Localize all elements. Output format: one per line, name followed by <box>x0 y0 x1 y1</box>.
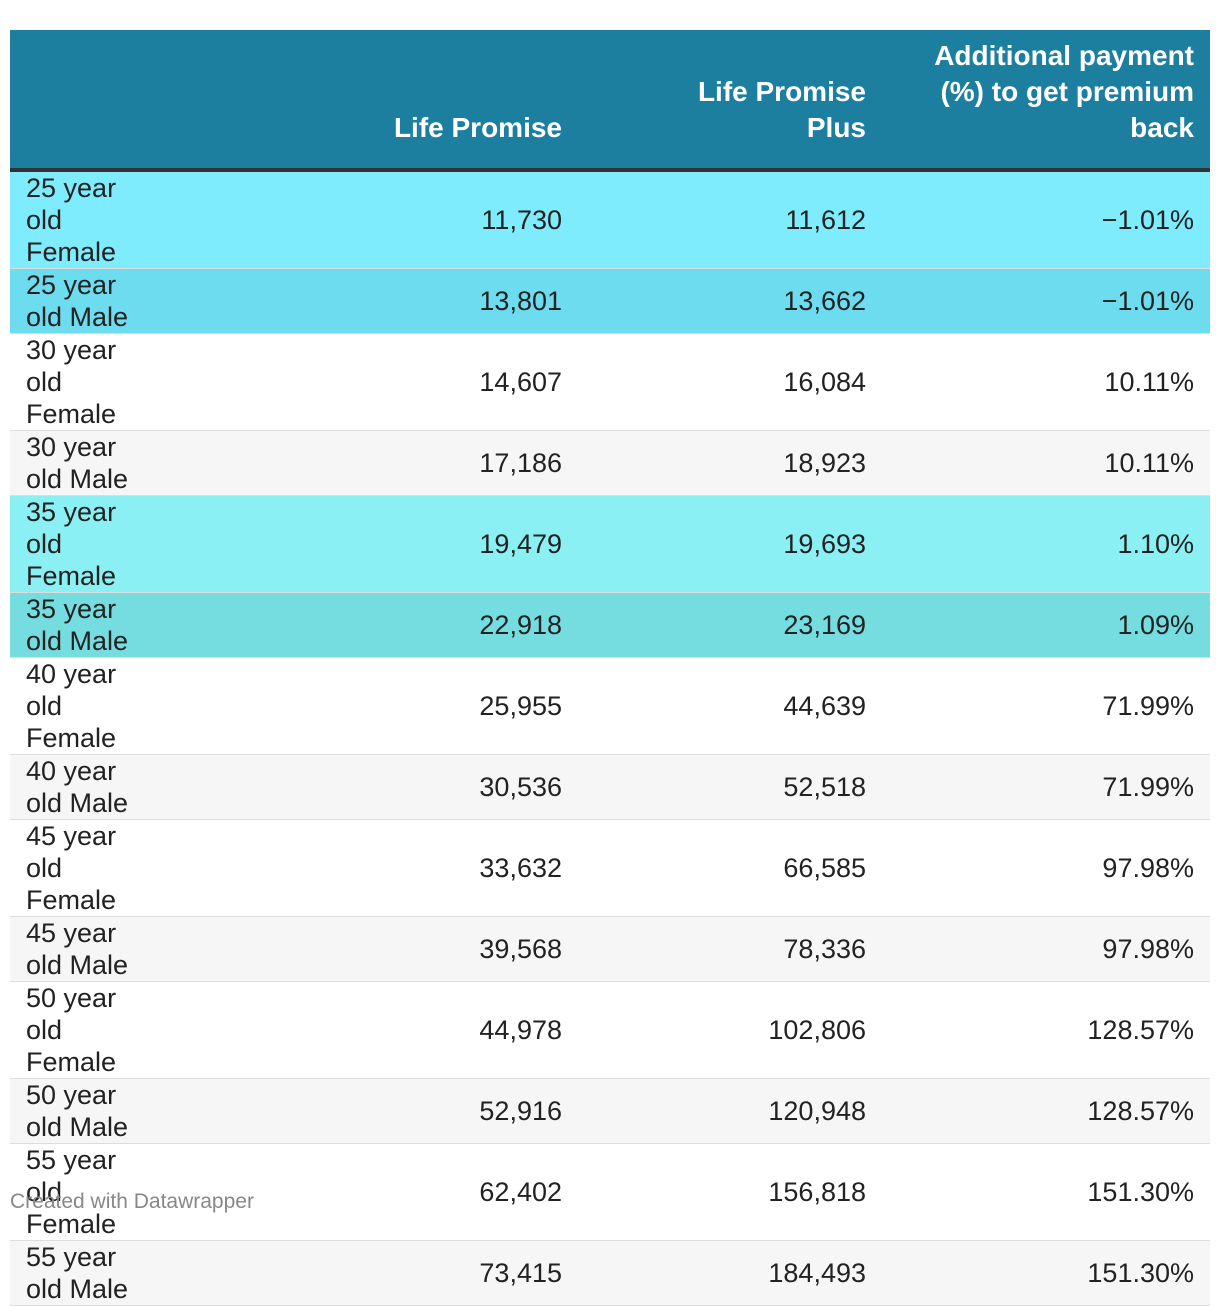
additional-payment-cell: −1.01% <box>882 170 1210 269</box>
additional-payment-cell: 151.30% <box>882 1240 1210 1306</box>
row-label-cell: 35 year old Male <box>10 592 276 658</box>
life-promise-plus-cell: 78,336 <box>578 916 882 982</box>
additional-payment-cell: 151.30% <box>882 1143 1210 1241</box>
life-promise-cell: 13,801 <box>276 268 578 334</box>
table-row: 55 year old Male 73,415 184,493 151.30% <box>10 1240 1210 1306</box>
additional-payment-cell: 1.09% <box>882 592 1210 658</box>
additional-payment-cell: 97.98% <box>882 916 1210 982</box>
table-row: 25 year old Male 13,801 13,662 −1.01% <box>10 268 1210 334</box>
row-label-cell: 50 year old Female <box>10 981 276 1079</box>
row-label-cell: 55 year old Male <box>10 1240 276 1306</box>
row-label-cell: 45 year old Female <box>10 819 276 917</box>
data-table-container: Life Promise Life Promise Plus Additiona… <box>10 30 1210 1306</box>
table-row: 40 year old Female 25,955 44,639 71.99% <box>10 657 1210 755</box>
additional-payment-cell: 128.57% <box>882 1078 1210 1144</box>
life-promise-plus-cell: 120,948 <box>578 1078 882 1144</box>
additional-payment-cell: 97.98% <box>882 819 1210 917</box>
life-promise-plus-cell: 11,612 <box>578 170 882 269</box>
table-row: 30 year old Female 14,607 16,084 10.11% <box>10 333 1210 431</box>
additional-payment-cell: 10.11% <box>882 430 1210 496</box>
additional-payment-cell: 1.10% <box>882 495 1210 593</box>
life-promise-cell: 44,978 <box>276 981 578 1079</box>
column-header-additional-payment: Additional payment (%) to get premium ba… <box>882 30 1210 172</box>
row-label-cell: 40 year old Male <box>10 754 276 820</box>
datawrapper-credit: Created with Datawrapper <box>10 1190 254 1213</box>
table-header-row: Life Promise Life Promise Plus Additiona… <box>10 30 1210 172</box>
life-promise-cell: 62,402 <box>276 1143 578 1241</box>
row-label-cell: 40 year old Female <box>10 657 276 755</box>
premium-table: Life Promise Life Promise Plus Additiona… <box>10 30 1210 1306</box>
row-label-cell: 45 year old Male <box>10 916 276 982</box>
table-row: 50 year old Female 44,978 102,806 128.57% <box>10 981 1210 1079</box>
life-promise-plus-cell: 102,806 <box>578 981 882 1079</box>
life-promise-plus-cell: 66,585 <box>578 819 882 917</box>
table-row: 35 year old Male 22,918 23,169 1.09% <box>10 592 1210 658</box>
life-promise-cell: 14,607 <box>276 333 578 431</box>
table-row: 50 year old Male 52,916 120,948 128.57% <box>10 1078 1210 1144</box>
life-promise-cell: 39,568 <box>276 916 578 982</box>
life-promise-cell: 52,916 <box>276 1078 578 1144</box>
life-promise-cell: 22,918 <box>276 592 578 658</box>
row-label-cell: 25 year old Female <box>10 170 276 269</box>
life-promise-cell: 30,536 <box>276 754 578 820</box>
additional-payment-cell: 128.57% <box>882 981 1210 1079</box>
row-label-cell: 25 year old Male <box>10 268 276 334</box>
column-header-life-promise-plus: Life Promise Plus <box>578 30 882 172</box>
life-promise-plus-cell: 16,084 <box>578 333 882 431</box>
life-promise-plus-cell: 23,169 <box>578 592 882 658</box>
row-label-cell: 30 year old Male <box>10 430 276 496</box>
life-promise-cell: 17,186 <box>276 430 578 496</box>
row-label-cell: 30 year old Female <box>10 333 276 431</box>
table-row: 35 year old Female 19,479 19,693 1.10% <box>10 495 1210 593</box>
life-promise-plus-cell: 184,493 <box>578 1240 882 1306</box>
life-promise-plus-cell: 44,639 <box>578 657 882 755</box>
table-row: 45 year old Female 33,632 66,585 97.98% <box>10 819 1210 917</box>
table-row: 40 year old Male 30,536 52,518 71.99% <box>10 754 1210 820</box>
life-promise-cell: 33,632 <box>276 819 578 917</box>
additional-payment-cell: −1.01% <box>882 268 1210 334</box>
life-promise-plus-cell: 13,662 <box>578 268 882 334</box>
life-promise-plus-cell: 156,818 <box>578 1143 882 1241</box>
additional-payment-cell: 71.99% <box>882 754 1210 820</box>
row-label-cell: 50 year old Male <box>10 1078 276 1144</box>
table-row: 45 year old Male 39,568 78,336 97.98% <box>10 916 1210 982</box>
life-promise-cell: 73,415 <box>276 1240 578 1306</box>
life-promise-cell: 11,730 <box>276 170 578 269</box>
table-row: 25 year old Female 11,730 11,612 −1.01% <box>10 170 1210 269</box>
life-promise-plus-cell: 52,518 <box>578 754 882 820</box>
column-header-label <box>10 30 276 172</box>
row-label-cell: 55 year old Female <box>10 1143 276 1241</box>
column-header-life-promise: Life Promise <box>276 30 578 172</box>
life-promise-cell: 25,955 <box>276 657 578 755</box>
life-promise-plus-cell: 19,693 <box>578 495 882 593</box>
life-promise-plus-cell: 18,923 <box>578 430 882 496</box>
table-row: 30 year old Male 17,186 18,923 10.11% <box>10 430 1210 496</box>
additional-payment-cell: 71.99% <box>882 657 1210 755</box>
table-row: 55 year old Female 62,402 156,818 151.30% <box>10 1143 1210 1241</box>
additional-payment-cell: 10.11% <box>882 333 1210 431</box>
life-promise-cell: 19,479 <box>276 495 578 593</box>
row-label-cell: 35 year old Female <box>10 495 276 593</box>
table-body: 25 year old Female 11,730 11,612 −1.01% 25 y… <box>10 170 1210 1306</box>
